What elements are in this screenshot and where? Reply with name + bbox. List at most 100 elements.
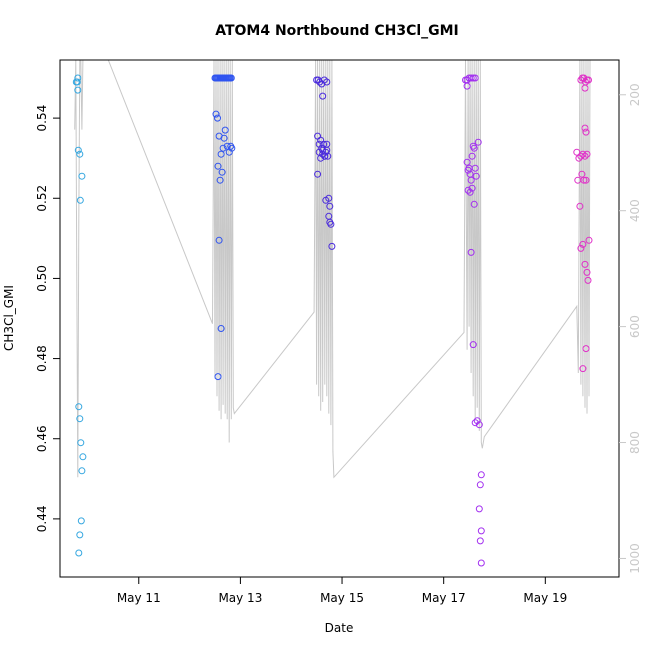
data-point [76, 531, 84, 539]
data-point [471, 419, 479, 427]
data-point [477, 471, 485, 479]
data-point [575, 154, 583, 162]
data-point [319, 92, 327, 100]
data-point [475, 505, 483, 513]
data-point [585, 76, 592, 84]
data-point [583, 268, 591, 276]
data-point [323, 140, 331, 148]
data-point [581, 84, 589, 92]
data-point [579, 240, 587, 248]
data-point [581, 124, 589, 132]
x-axis: May 11 May 13 May 15 May 17 May 19 [117, 577, 567, 605]
data-point [468, 152, 476, 160]
data-point [317, 136, 325, 144]
data-point [579, 365, 587, 373]
data-point [471, 164, 479, 172]
data-point [582, 345, 590, 353]
data-point [77, 517, 85, 525]
data-point [322, 196, 330, 204]
data-point [220, 134, 228, 142]
data-point [223, 142, 231, 150]
data-point [221, 126, 229, 134]
data-point [476, 537, 484, 545]
right-tick-label: 400 [628, 199, 642, 222]
data-point [227, 74, 235, 82]
data-point [585, 236, 593, 244]
data-point [573, 148, 581, 156]
data-point [74, 86, 82, 94]
x-tick-label: May 17 [422, 591, 466, 605]
data-point [577, 244, 585, 252]
data-point [317, 154, 325, 162]
data-point [467, 176, 475, 184]
data-point [468, 184, 476, 192]
x-tick-label: May 13 [218, 591, 262, 605]
data-point [321, 152, 329, 160]
data-point [215, 236, 223, 244]
data-point [214, 373, 222, 381]
y-axis: 0.44 0.46 0.48 0.50 0.52 0.54 [35, 105, 60, 532]
data-point [73, 78, 81, 86]
data-point [581, 152, 589, 160]
chart-title: ATOM4 Northbound CH3Cl_GMI [215, 23, 459, 39]
right-tick-label: 800 [628, 431, 642, 454]
data-point [472, 172, 480, 180]
data-point [217, 325, 225, 332]
right-tick-label: 200 [628, 83, 642, 106]
data-point [574, 176, 582, 184]
data-point [212, 110, 220, 118]
data-point [469, 341, 477, 349]
data-point [216, 176, 224, 184]
altitude-trace-line [74, 59, 591, 479]
data-points-group [72, 74, 593, 567]
altitude-trace-group [74, 59, 591, 479]
data-point [576, 202, 584, 210]
data-point [326, 202, 334, 210]
data-point [323, 78, 331, 86]
right-tick-label: 600 [628, 315, 642, 338]
data-point [581, 260, 589, 268]
data-point [475, 421, 483, 429]
right-axis: 200 400 600 800 1000 [619, 83, 642, 574]
data-point [75, 549, 83, 557]
data-point [74, 74, 82, 82]
data-point [79, 453, 87, 461]
data-point [477, 559, 485, 567]
x-tick-label: May 19 [523, 591, 567, 605]
data-point [467, 74, 475, 82]
data-point [473, 417, 481, 425]
data-point [324, 152, 332, 160]
data-point [463, 82, 471, 90]
data-point [470, 200, 478, 208]
data-point [583, 150, 591, 158]
y-tick-label: 0.44 [35, 506, 49, 533]
data-point [319, 146, 327, 154]
data-point [474, 138, 482, 146]
data-point [577, 152, 585, 160]
y-tick-label: 0.48 [35, 345, 49, 372]
data-point [470, 144, 478, 152]
data-point [464, 186, 472, 194]
data-point [327, 220, 335, 228]
data-point [74, 146, 82, 154]
data-point [476, 481, 484, 489]
data-point [217, 150, 225, 158]
data-point [471, 74, 479, 82]
data-point [465, 164, 473, 172]
data-point [579, 150, 587, 158]
data-point [218, 168, 226, 176]
data-point [328, 242, 336, 250]
x-axis-label: Date [325, 621, 354, 635]
x-tick-label: May 15 [320, 591, 364, 605]
data-point [76, 415, 84, 423]
data-point [219, 144, 227, 152]
right-tick-label: 1000 [628, 543, 642, 574]
data-point [314, 170, 322, 178]
data-point [469, 74, 477, 82]
data-point [582, 128, 590, 136]
data-point [228, 144, 236, 152]
x-tick-label: May 11 [117, 591, 161, 605]
data-point [76, 150, 84, 158]
y-tick-label: 0.50 [35, 265, 49, 292]
